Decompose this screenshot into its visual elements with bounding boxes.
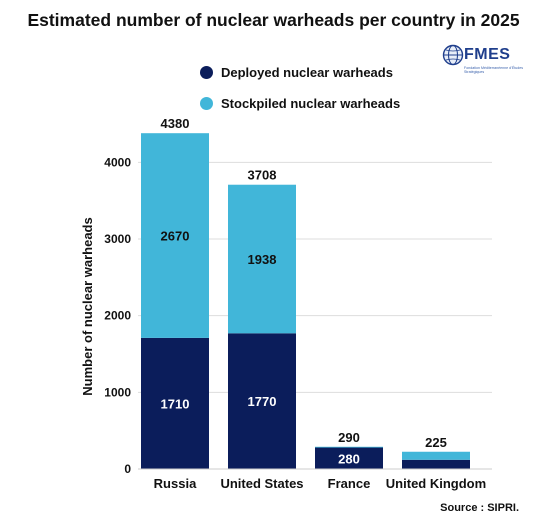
bar-value-label: 2670 (161, 229, 190, 244)
bar-segment-deployed (141, 337, 209, 469)
y-axis-label: Number of nuclear warheads (80, 217, 95, 395)
bar-segment-stockpiled (141, 133, 209, 338)
legend-label-stockpiled: Stockpiled nuclear warheads (221, 95, 401, 111)
x-category-label: United States (220, 476, 303, 491)
y-tick-label: 0 (124, 462, 131, 476)
legend-swatch-stockpiled (200, 96, 213, 110)
x-category-label: France (328, 476, 371, 491)
bar-value-label: 280 (338, 451, 360, 466)
bar-segment-deployed (402, 459, 470, 469)
y-tick-label: 2000 (104, 309, 131, 323)
x-category-label: Russia (154, 476, 197, 491)
y-tick-label: 1000 (104, 385, 131, 399)
bar-value-label: 1770 (248, 394, 277, 409)
chart-title: Estimated number of nuclear warheads per… (27, 10, 520, 30)
bar-value-label: 1938 (248, 252, 277, 267)
bar-value-label: 1710 (161, 396, 190, 411)
logo-subtitle: Fondation Méditerranéenne d'Études Strat… (464, 66, 524, 75)
bar-total-label: 3708 (248, 168, 277, 183)
bar-segment-stockpiled (402, 451, 470, 460)
bar-total-label: 4380 (161, 116, 190, 131)
bar-segment-deployed (315, 447, 383, 469)
y-tick-label: 3000 (104, 232, 131, 246)
globe-icon (442, 44, 464, 66)
fmes-logo: FMES Fondation Méditerranéenne d'Études … (442, 44, 532, 78)
bar-segment-stockpiled (315, 446, 383, 448)
legend-item-deployed: Deployed nuclear warheads (200, 62, 393, 82)
y-tick-label: 4000 (104, 155, 131, 169)
bar-total-label: 225 (425, 435, 447, 450)
bar-segment-deployed (228, 333, 296, 469)
source-note: Source : SIPRI. (440, 502, 519, 514)
legend-item-stockpiled: Stockpiled nuclear warheads (200, 93, 400, 113)
x-category-label: United Kingdom (386, 476, 486, 491)
logo-name: FMES (464, 46, 511, 63)
legend-label-deployed: Deployed nuclear warheads (221, 64, 393, 80)
legend-swatch-deployed (200, 65, 213, 79)
bar-segment-stockpiled (228, 184, 296, 334)
bar-total-label: 290 (338, 430, 360, 445)
